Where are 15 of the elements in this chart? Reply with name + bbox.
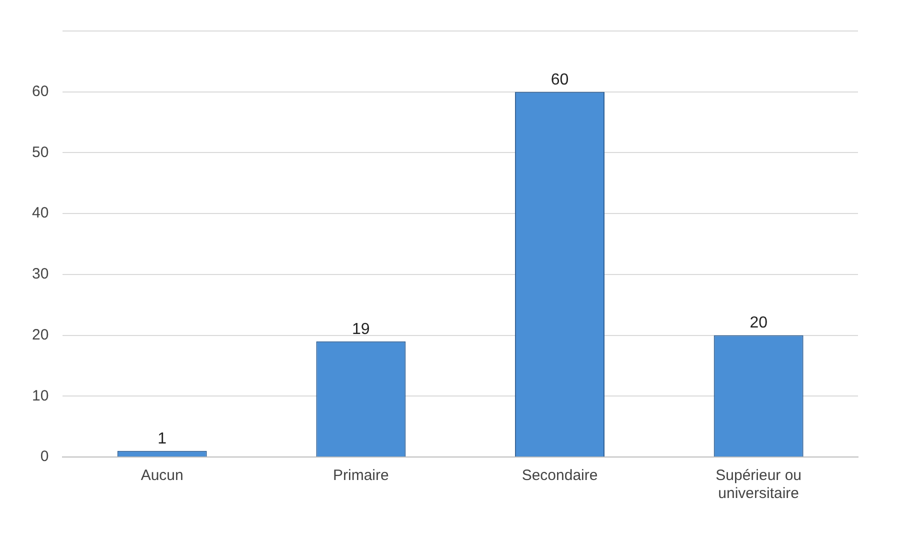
y-tick-label: 0 bbox=[40, 448, 49, 466]
x-tick-label: Secondaire bbox=[522, 467, 598, 484]
data-label: 19 bbox=[352, 320, 370, 338]
y-tick-label: 10 bbox=[32, 387, 49, 404]
y-tick-label: 50 bbox=[32, 144, 49, 161]
y-tick-label: 40 bbox=[32, 204, 49, 222]
y-tick-label: 30 bbox=[32, 266, 49, 283]
data-label: 60 bbox=[550, 71, 569, 88]
x-tick-label: Aucun bbox=[140, 467, 184, 484]
y-tick-label: 60 bbox=[32, 83, 49, 100]
data-label: 20 bbox=[750, 314, 768, 332]
x-tick-label: Primaire bbox=[333, 467, 389, 484]
x-tick-label: Supérieur ou universitaire bbox=[716, 467, 802, 502]
data-label: 1 bbox=[158, 430, 167, 448]
y-tick-label: 20 bbox=[32, 326, 49, 344]
